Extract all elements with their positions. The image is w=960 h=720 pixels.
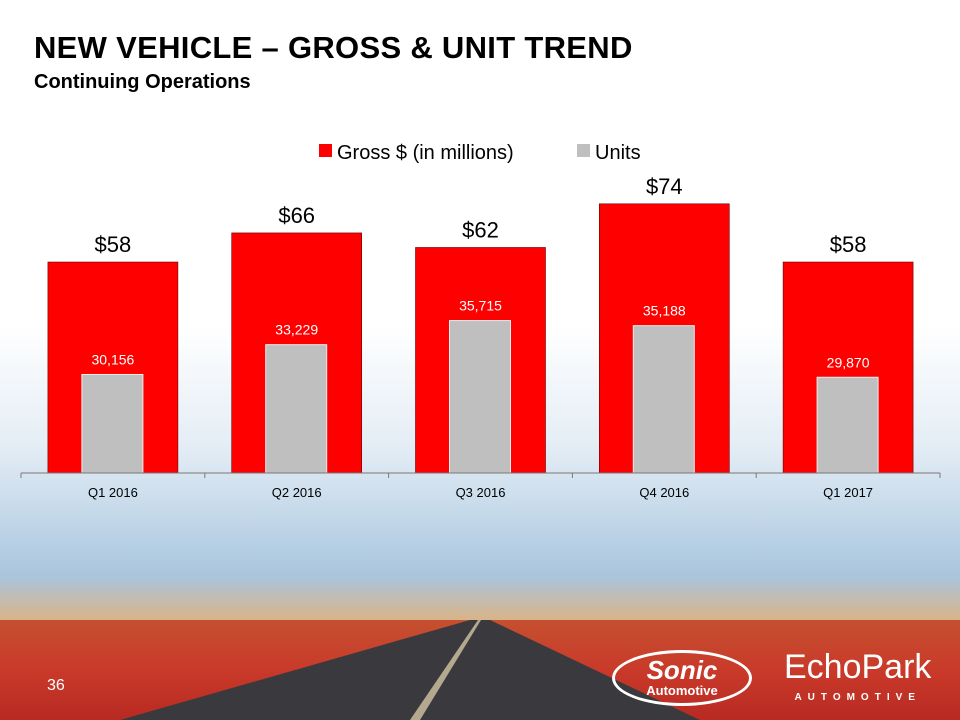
bar-units — [265, 344, 328, 474]
page-number: 36 — [47, 677, 65, 694]
data-label-units: 33,229 — [275, 322, 318, 338]
data-label-gross: $62 — [462, 217, 499, 242]
road-background — [0, 620, 960, 720]
x-tick-label: Q1 2017 — [823, 485, 873, 500]
bar-units — [81, 373, 144, 474]
data-label-units: 35,715 — [459, 298, 502, 314]
legend-label-gross: Gross $ (in millions) — [337, 142, 514, 164]
data-label-gross: $58 — [830, 232, 867, 257]
legend-swatch-units — [577, 144, 590, 157]
x-tick-label: Q2 2016 — [272, 485, 322, 500]
road-image — [120, 620, 700, 720]
x-tick-label: Q1 2016 — [88, 485, 138, 500]
echopark-automotive-logo: EchoPark AUTOMOTIVE — [784, 648, 931, 703]
bar-units — [816, 376, 879, 474]
data-label-units: 29,870 — [827, 354, 870, 370]
x-tick-label: Q4 2016 — [639, 485, 689, 500]
sonic-logo-text: Sonic — [646, 655, 718, 685]
x-tick-label: Q3 2016 — [456, 485, 506, 500]
legend-label-units: Units — [595, 142, 641, 164]
bar-units — [449, 320, 511, 474]
slide-title: NEW VEHICLE – GROSS & UNIT TREND — [34, 30, 633, 65]
slide-subtitle: Continuing Operations — [34, 71, 251, 93]
data-label-gross: $58 — [95, 232, 132, 257]
sonic-logo-subtext: Automotive — [646, 683, 718, 698]
data-label-units: 35,188 — [643, 303, 686, 319]
echopark-logo-subtext: AUTOMOTIVE — [794, 692, 921, 703]
legend-swatch-gross — [319, 144, 332, 157]
data-label-gross: $66 — [278, 203, 315, 228]
bar-units — [632, 325, 695, 474]
echopark-logo-text: EchoPark — [784, 648, 932, 686]
data-label-units: 30,156 — [91, 351, 134, 367]
bar-chart: Gross $ (in millions) Units $58 30,156 Q1 20… — [20, 142, 941, 500]
data-label-gross: $74 — [646, 174, 683, 199]
sonic-automotive-logo: Sonic Automotive — [612, 650, 752, 706]
